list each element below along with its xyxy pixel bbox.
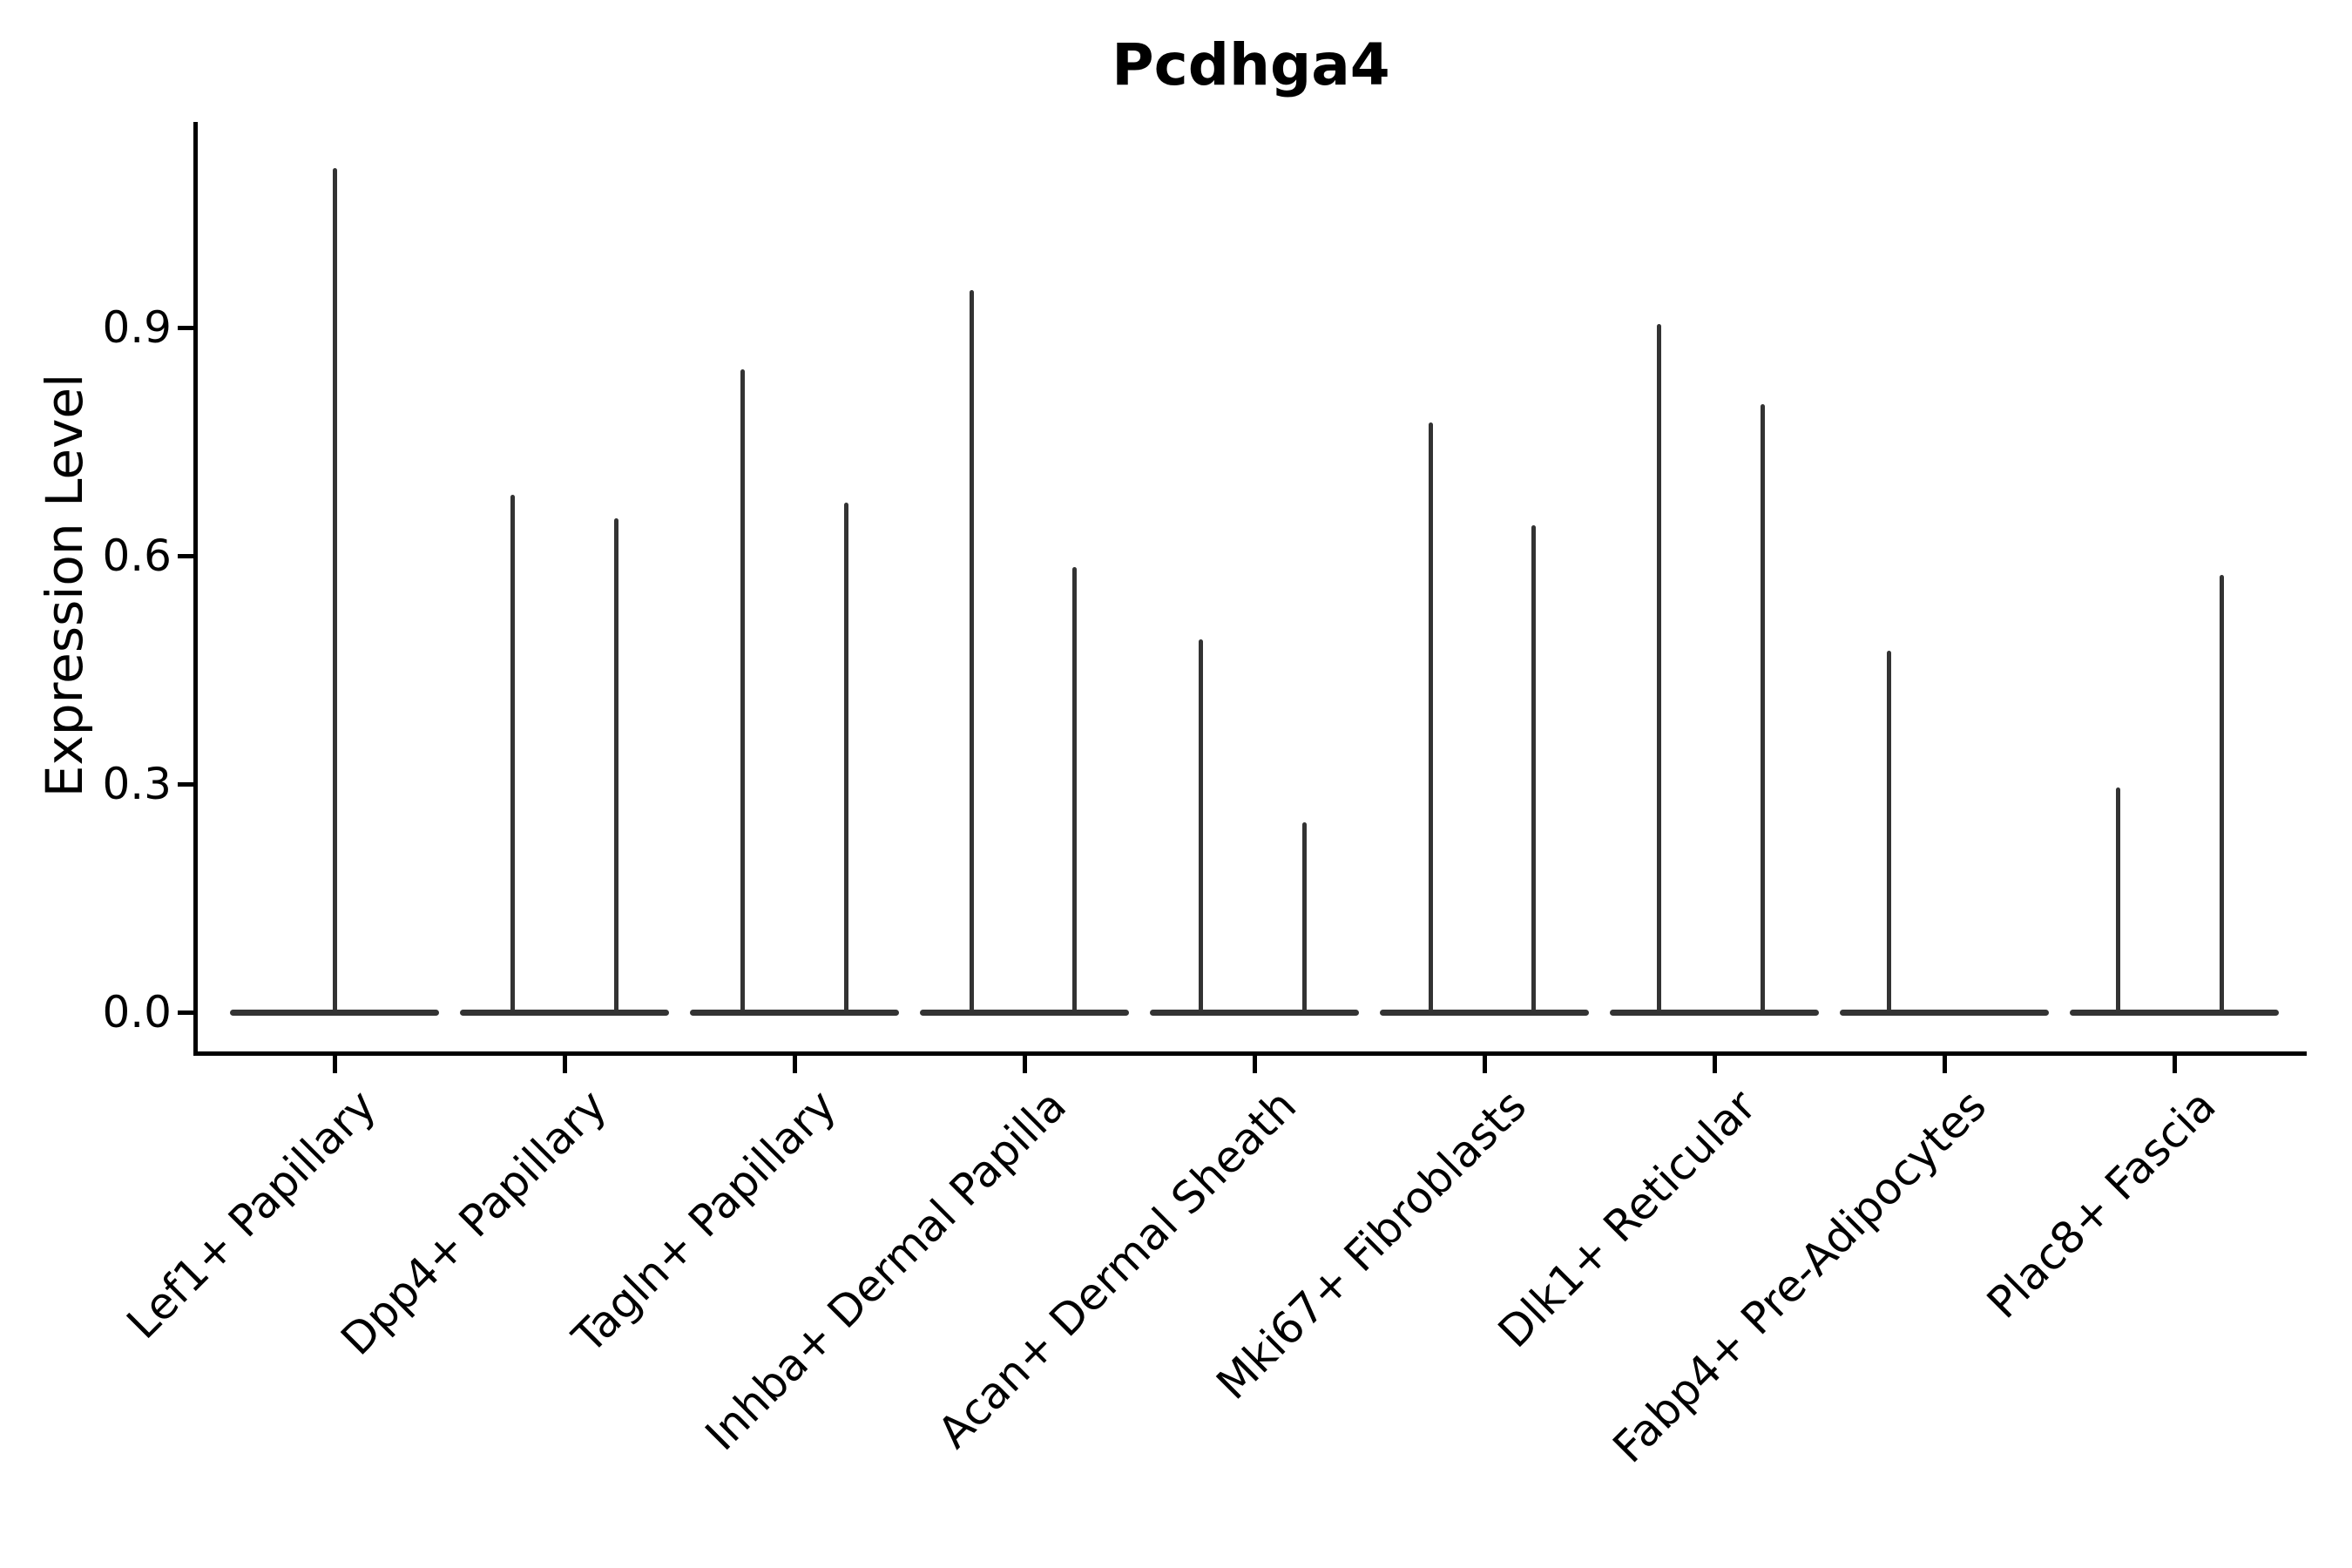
x-tick [792,1056,797,1073]
y-tick-label: 0.3 [102,759,172,810]
violin-spike [2115,787,2120,1012]
violin-spike [969,289,974,1012]
x-tick [1252,1056,1257,1073]
violin-spike [613,517,618,1012]
x-tick-label: Fabp4+ Pre-Adipocytes [1603,1080,1997,1473]
x-tick [1712,1056,1717,1073]
x-tick [562,1056,567,1073]
violin-spike [2219,575,2224,1012]
violin-spike [1531,525,1536,1012]
violin-zero-baseline [1380,1009,1589,1016]
violin-spike [1071,567,1077,1012]
y-axis-line [193,122,198,1056]
violin-spike [843,503,848,1012]
violin-zero-baseline [1610,1009,1819,1016]
x-tick [1942,1056,1947,1073]
violin-zero-baseline [1150,1009,1359,1016]
violin-spike [332,167,337,1012]
violin-spike [1301,821,1307,1012]
y-tick [178,1010,195,1015]
violin-spike [1886,651,1891,1012]
violin-spike [740,369,745,1012]
x-tick [332,1056,337,1073]
violin-spike [1198,639,1203,1012]
x-tick [1482,1056,1487,1073]
violin-zero-baseline [690,1009,899,1016]
violin-spike [510,495,515,1012]
x-tick-label: Plac8+ Fascia [1977,1080,2227,1328]
chart-title: Pcdhga4 [1112,31,1390,98]
x-tick-label: Lef1+ Papillary [117,1080,387,1349]
x-tick [2172,1056,2177,1073]
violin-zero-baseline [2070,1009,2279,1016]
violin-zero-baseline [460,1009,669,1016]
y-tick-label: 0.9 [102,302,172,354]
violin-zero-baseline [230,1009,439,1016]
y-tick-label: 0.0 [102,987,172,1037]
violin-spike [1428,422,1433,1012]
violin-zero-baseline [920,1009,1129,1016]
y-tick [178,325,195,330]
x-tick [1022,1056,1027,1073]
y-tick [178,781,195,787]
x-axis-line [193,1051,2307,1056]
violin-spike [1760,403,1765,1012]
y-tick-label: 0.6 [102,531,172,582]
y-tick [178,553,195,558]
violin-spike [1656,323,1661,1012]
violin-zero-baseline [1840,1009,2049,1016]
